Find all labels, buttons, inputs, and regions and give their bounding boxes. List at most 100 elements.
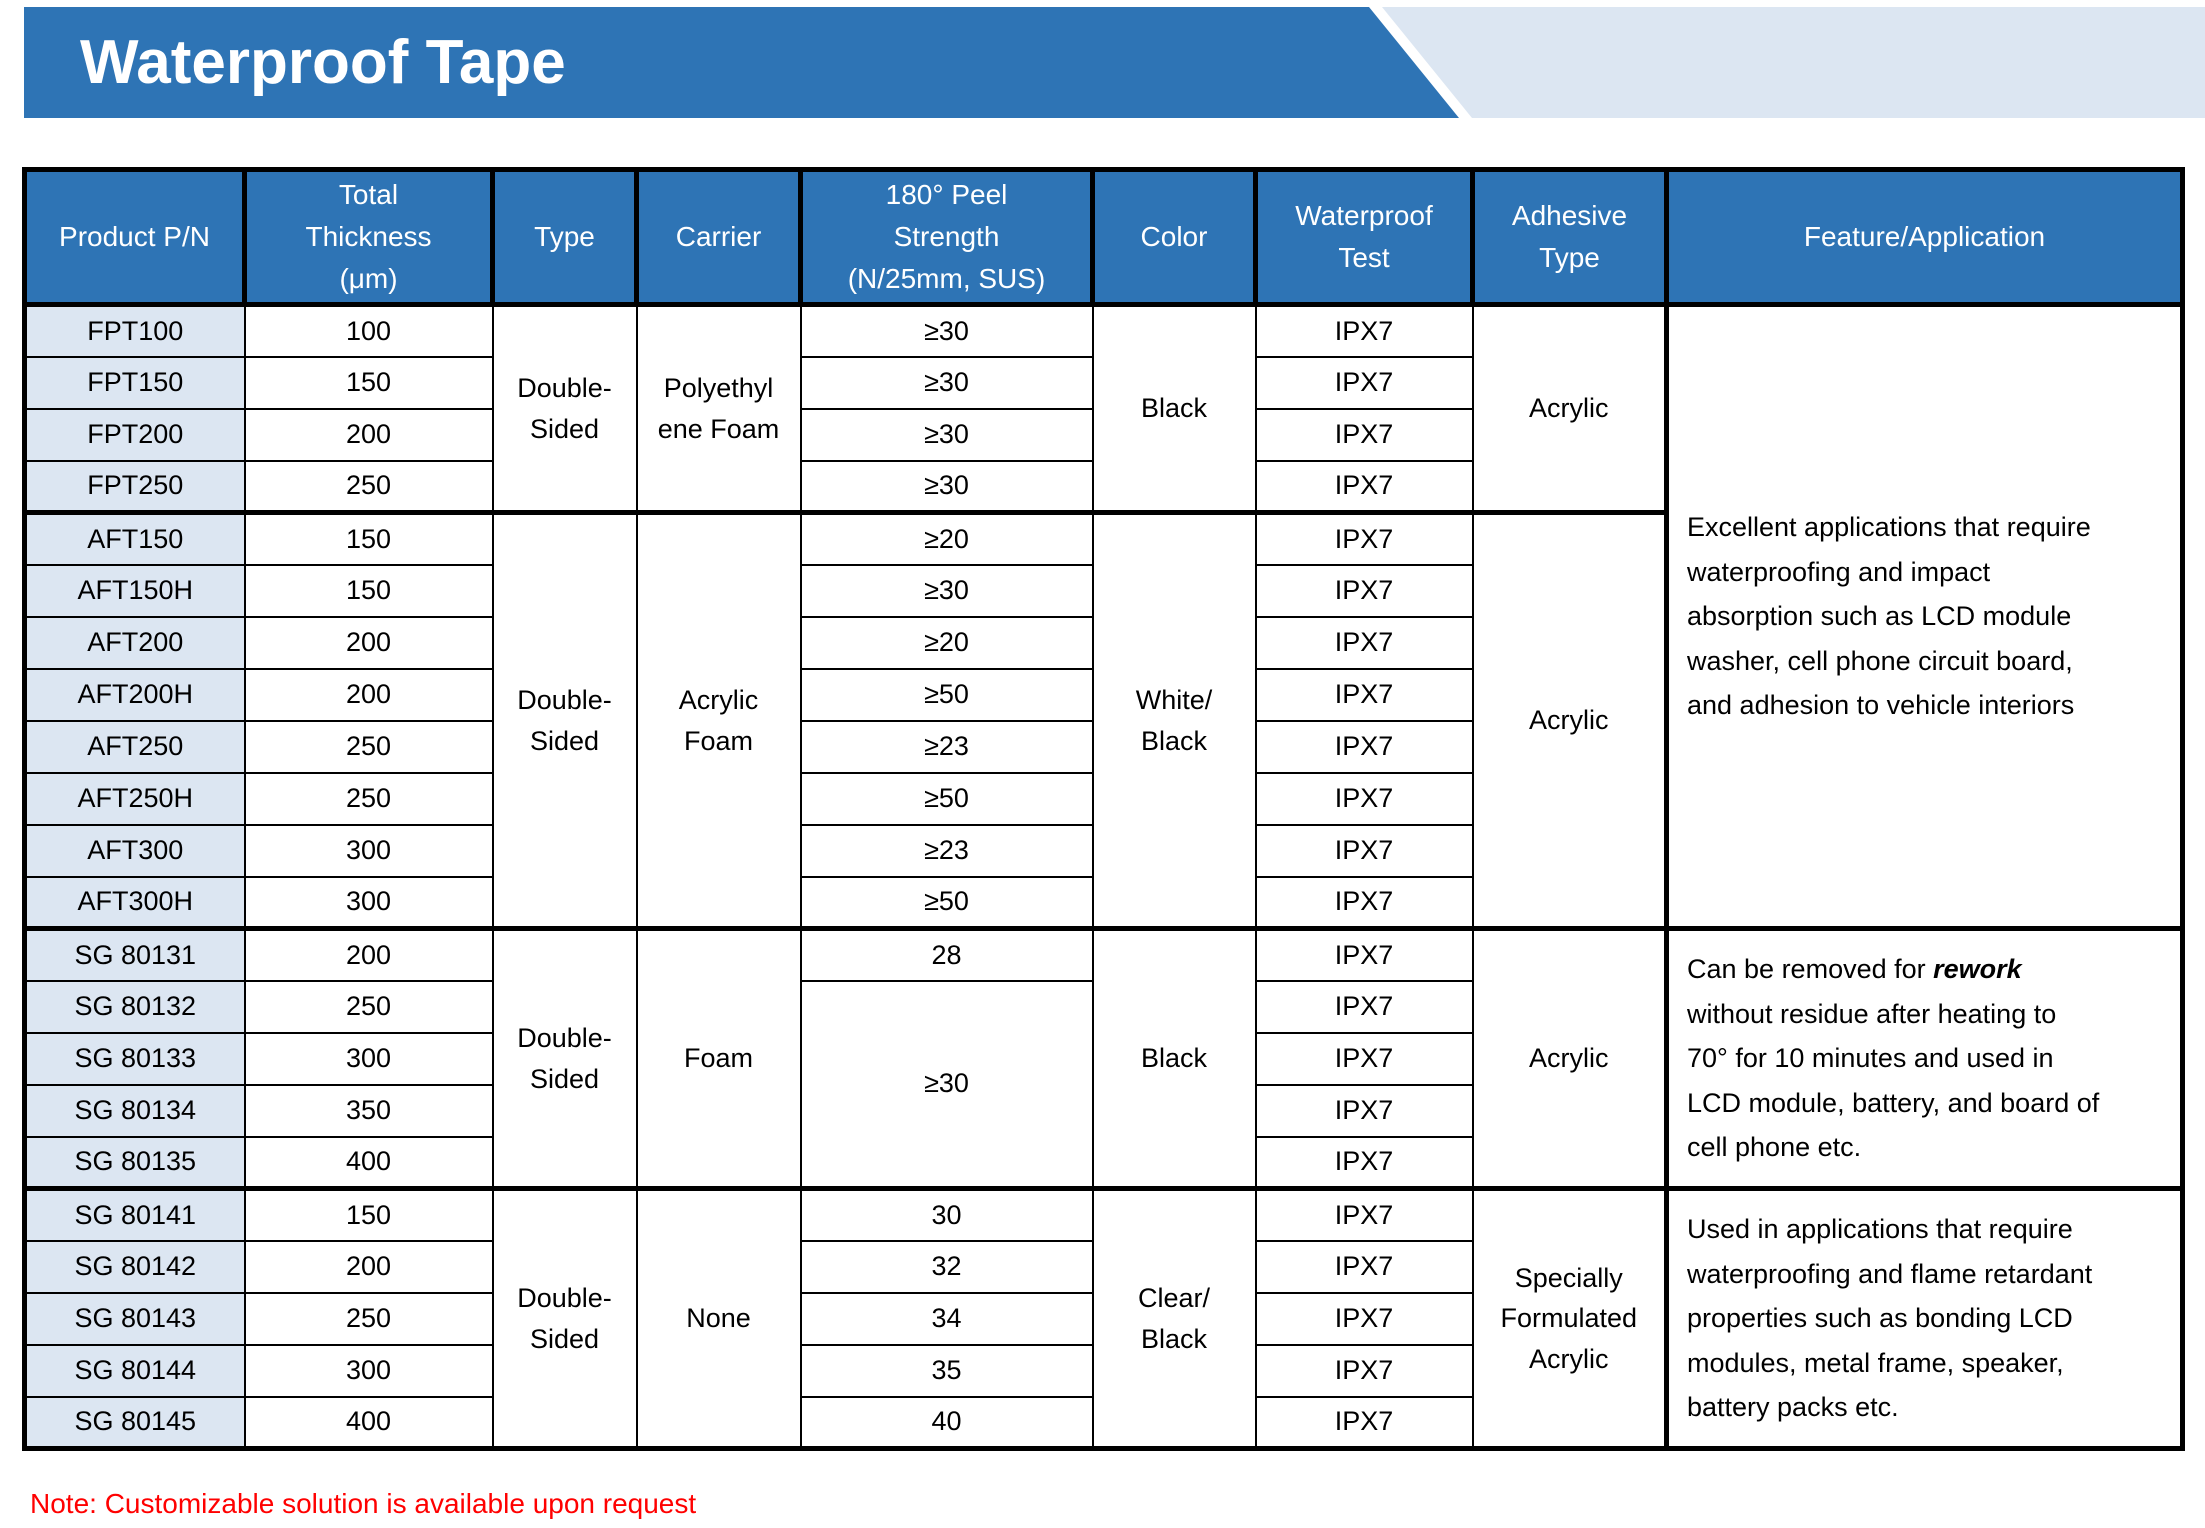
thickness-cell: 200 xyxy=(243,615,494,670)
table-row: SG 80135 400 IPX7 xyxy=(23,1135,2183,1190)
table-row: SG 80133 300 IPX7 xyxy=(23,1031,2183,1086)
table-row: SG 80131 200 Double- Sided Foam 28 Black… xyxy=(23,926,2184,1190)
product-cell: SG 80141 xyxy=(23,1186,246,1242)
test-cell: IPX7 xyxy=(1254,563,1474,618)
thickness-cell: 350 xyxy=(243,1083,494,1138)
test-cell: IPX7 xyxy=(1254,771,1474,826)
test-cell: IPX7 xyxy=(1254,926,1474,982)
product-cell: FPT100 xyxy=(23,303,246,358)
test-cell: IPX7 xyxy=(1254,615,1474,670)
test-cell: IPX7 xyxy=(1254,1031,1474,1086)
feature-cell: Excellent applications that require wate… xyxy=(1664,303,2184,930)
peel-cell: ≥50 xyxy=(799,771,1094,826)
spec-table-container: Product P/N Total Thickness (μm) Type Ca… xyxy=(22,167,2185,1451)
product-cell: SG 80133 xyxy=(23,1031,246,1086)
peel-cell: ≥30 xyxy=(799,979,1094,1190)
test-cell: IPX7 xyxy=(1254,303,1474,358)
table-row: AFT250 250 ≥23 IPX7 xyxy=(23,719,2183,774)
thickness-cell: 300 xyxy=(243,875,494,930)
product-cell: SG 80135 xyxy=(23,1135,246,1190)
peel-cell: ≥23 xyxy=(799,823,1094,878)
header-product: Product P/N xyxy=(22,167,247,307)
table-row: SG 80145 400 40 IPX7 xyxy=(23,1395,2183,1450)
carrier-cell: Acrylic Foam xyxy=(635,510,802,930)
peel-cell: ≥30 xyxy=(799,459,1094,514)
test-cell: IPX7 xyxy=(1254,1291,1474,1346)
table-row: AFT200H 200 ≥50 IPX7 xyxy=(23,667,2183,722)
title-banner: Waterproof Tape xyxy=(24,7,1459,118)
thickness-cell: 250 xyxy=(243,979,494,1034)
product-cell: SG 80132 xyxy=(23,979,246,1034)
product-cell: FPT250 xyxy=(23,459,246,514)
header-color: Color xyxy=(1090,167,1258,307)
test-cell: IPX7 xyxy=(1254,407,1474,462)
header-type: Type xyxy=(490,167,639,307)
thickness-cell: 300 xyxy=(243,1343,494,1398)
adhesive-cell: Acrylic xyxy=(1471,303,1668,514)
customization-note: Note: Customizable solution is available… xyxy=(30,1488,697,1519)
thickness-cell: 300 xyxy=(243,1031,494,1086)
table-row: FPT200 200 ≥30 IPX7 xyxy=(23,407,2183,462)
test-cell: IPX7 xyxy=(1254,459,1474,514)
peel-cell: ≥30 xyxy=(799,563,1094,618)
header-carrier: Carrier xyxy=(634,167,803,307)
product-cell: FPT150 xyxy=(23,355,246,410)
adhesive-cell: Acrylic xyxy=(1471,926,1668,1190)
adhesive-cell: Specially Formulated Acrylic xyxy=(1471,1186,1668,1450)
thickness-cell: 250 xyxy=(243,719,494,774)
table-row: AFT150H 150 ≥30 IPX7 xyxy=(23,563,2183,618)
table-row: FPT100 100 Double- Sided Polyethyl ene F… xyxy=(23,303,2184,930)
thickness-cell: 150 xyxy=(243,510,494,566)
header-waterproof: Waterproof Test xyxy=(1253,167,1475,307)
banner-accent-shape xyxy=(1382,7,2205,118)
product-cell: AFT200H xyxy=(23,667,246,722)
test-cell: IPX7 xyxy=(1254,1239,1474,1294)
peel-cell: ≥20 xyxy=(799,615,1094,670)
table-row: AFT250H 250 ≥50 IPX7 xyxy=(23,771,2183,826)
product-cell: SG 80145 xyxy=(23,1395,246,1450)
peel-cell: 40 xyxy=(799,1395,1094,1450)
table-row: FPT250 250 ≥30 IPX7 xyxy=(23,459,2183,514)
table-row: FPT150 150 ≥30 IPX7 xyxy=(23,355,2183,410)
table-row: SG 80132 250 ≥30 IPX7 xyxy=(23,979,2183,1190)
product-cell: SG 80143 xyxy=(23,1291,246,1346)
thickness-cell: 200 xyxy=(243,1239,494,1294)
header-thickness: Total Thickness (μm) xyxy=(242,167,495,307)
thickness-cell: 100 xyxy=(243,303,494,358)
header-peel: 180° Peel Strength (N/25mm, SUS) xyxy=(798,167,1095,307)
table-row: AFT300 300 ≥23 IPX7 xyxy=(23,823,2183,878)
product-cell: SG 80144 xyxy=(23,1343,246,1398)
thickness-cell: 250 xyxy=(243,1291,494,1346)
table-row: SG 80142 200 32 IPX7 xyxy=(23,1239,2183,1294)
peel-cell: ≥20 xyxy=(799,510,1094,566)
header-adhesive: Adhesive Type xyxy=(1470,167,1669,307)
product-cell: AFT150H xyxy=(23,563,246,618)
thickness-cell: 200 xyxy=(243,407,494,462)
test-cell: IPX7 xyxy=(1254,510,1474,566)
peel-cell: 32 xyxy=(799,1239,1094,1294)
test-cell: IPX7 xyxy=(1254,1395,1474,1450)
test-cell: IPX7 xyxy=(1254,979,1474,1034)
test-cell: IPX7 xyxy=(1254,1186,1474,1242)
header-row: Product P/N Total Thickness (μm) Type Ca… xyxy=(22,167,2185,307)
color-cell: Black xyxy=(1091,303,1257,514)
peel-cell: ≥30 xyxy=(799,407,1094,462)
table-row: SG 80143 250 34 IPX7 xyxy=(23,1291,2183,1346)
peel-cell: ≥23 xyxy=(799,719,1094,774)
product-cell: AFT150 xyxy=(23,510,246,566)
thickness-cell: 300 xyxy=(243,823,494,878)
test-cell: IPX7 xyxy=(1254,1343,1474,1398)
table-row: SG 80141 150 Double- Sided None 30 Clear… xyxy=(23,1186,2184,1450)
peel-cell: ≥50 xyxy=(799,667,1094,722)
table-row: AFT200 200 ≥20 IPX7 xyxy=(23,615,2183,670)
peel-cell: 34 xyxy=(799,1291,1094,1346)
color-cell: Black xyxy=(1091,926,1257,1190)
type-cell: Double- Sided xyxy=(491,303,638,514)
color-cell: Clear/ Black xyxy=(1091,1186,1257,1450)
test-cell: IPX7 xyxy=(1254,875,1474,930)
header-feature: Feature/Application xyxy=(1664,167,2185,307)
thickness-cell: 250 xyxy=(243,459,494,514)
test-cell: IPX7 xyxy=(1254,719,1474,774)
peel-cell: 35 xyxy=(799,1343,1094,1398)
adhesive-cell: Acrylic xyxy=(1471,510,1668,930)
